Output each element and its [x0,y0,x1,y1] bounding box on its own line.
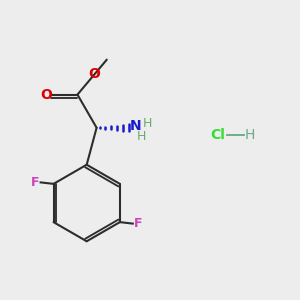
Text: F: F [134,217,142,230]
Text: Cl: Cl [210,128,225,142]
Text: F: F [31,176,40,189]
Text: H: H [137,130,146,143]
Text: H: H [143,117,152,130]
Text: O: O [40,88,52,102]
Text: O: O [88,67,100,81]
Text: H: H [245,128,255,142]
Text: N: N [130,119,141,133]
